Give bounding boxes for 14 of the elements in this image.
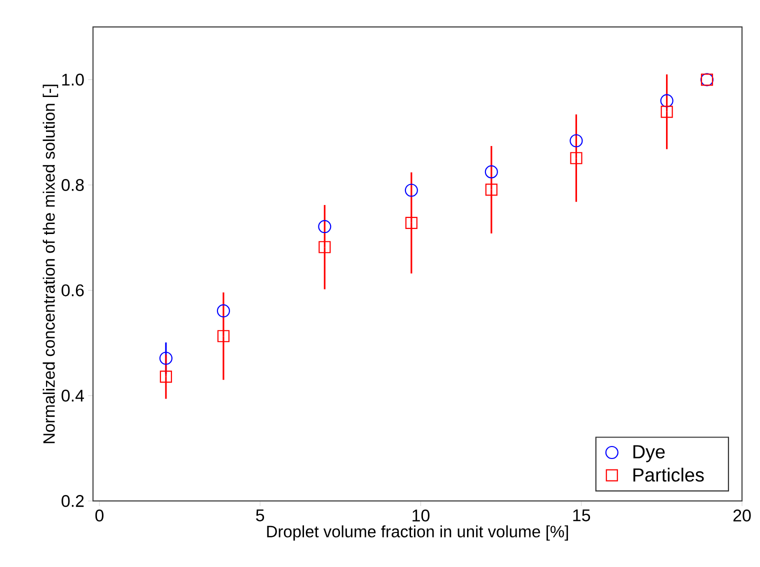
x-axis-title: Droplet volume fraction in unit volume [%] [267, 525, 568, 541]
y-tick-label: 1.0 [62, 74, 84, 86]
y-tick-label: 0.4 [62, 390, 84, 402]
y-tick-label: 0.6 [62, 284, 84, 296]
x-tick-label: 20 [733, 510, 751, 522]
legend-label: Dye [633, 445, 665, 462]
x-tick-label: 5 [256, 510, 264, 522]
y-tick-label: 0.2 [62, 494, 84, 507]
x-tick-label: 10 [412, 510, 430, 522]
x-tick-label: 0 [95, 510, 104, 522]
x-tick-label: 15 [573, 510, 590, 522]
y-tick-label: 0.8 [62, 178, 84, 191]
legend-label: Particles [633, 468, 704, 482]
y-axis-title: Normalized concentration of the mixed solution [-] [42, 84, 58, 444]
